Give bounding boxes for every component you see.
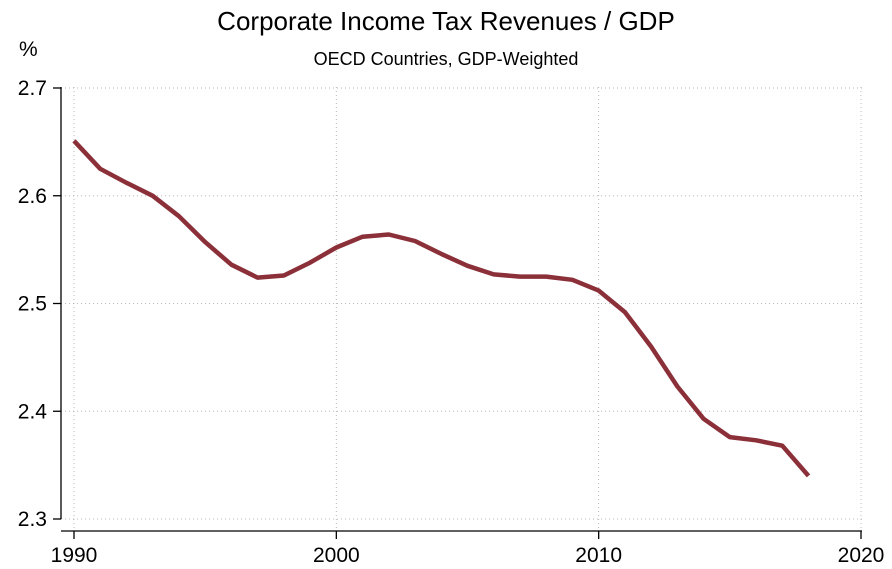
y-tick-label: 2.7: [18, 77, 47, 100]
y-tick-label: 2.5: [18, 293, 47, 316]
x-tick-label: 2010: [575, 544, 622, 567]
series-line: [72, 139, 811, 478]
x-tick-label: 1990: [51, 544, 98, 567]
series-group: [72, 139, 811, 478]
ticks: 2.3 2.4 2.5 2.6 2.7 1990 2000 2010 2020: [18, 77, 885, 567]
y-tick-label: 2.4: [18, 400, 48, 423]
y-axis-unit-label: %: [19, 38, 38, 61]
gridlines: [61, 87, 862, 531]
chart-subtitle: OECD Countries, GDP-Weighted: [313, 49, 579, 69]
y-tick-label: 2.3: [18, 508, 47, 531]
x-tick-label: 2000: [313, 544, 360, 567]
x-tick-label: 2020: [838, 544, 885, 567]
axes: [60, 87, 862, 532]
y-tick-label: 2.6: [18, 185, 47, 208]
chart-title: Corporate Income Tax Revenues / GDP: [217, 6, 675, 36]
